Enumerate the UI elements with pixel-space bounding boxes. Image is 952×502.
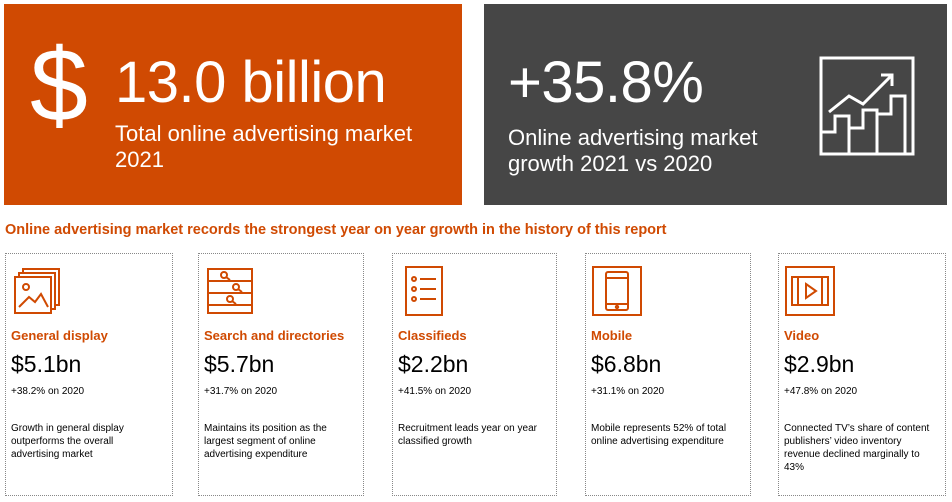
- card-title: Classifieds: [398, 328, 467, 343]
- market-growth-value: +35.8%: [508, 50, 704, 115]
- card-value: $5.7bn: [204, 351, 275, 377]
- search-list-icon: [207, 268, 253, 314]
- card-change: +38.2% on 2020: [11, 386, 85, 397]
- card-value: $6.8bn: [591, 351, 662, 377]
- card-value: $2.9bn: [784, 351, 855, 377]
- video-play-icon: [785, 266, 835, 316]
- card-title: General display: [11, 328, 108, 343]
- image-gallery-icon: [14, 268, 60, 314]
- market-growth-panel: +35.8% Online advertising market growth …: [484, 4, 947, 205]
- card-value: $5.1bn: [11, 351, 82, 377]
- card-description: Connected TV’s share of content publishe…: [784, 423, 930, 473]
- card-change: +41.5% on 2020: [398, 386, 472, 397]
- total-market-value: 13.0 billion: [115, 50, 387, 115]
- card-change: +31.1% on 2020: [591, 386, 665, 397]
- card-description: Growth in general display outperforms th…: [11, 423, 124, 460]
- card-video: Video $2.9bn +47.8% on 2020 Connected TV…: [778, 253, 946, 496]
- card-title: Search and directories: [204, 328, 345, 343]
- card-mobile: Mobile $6.8bn +31.1% on 2020 Mobile repr…: [585, 253, 751, 496]
- card-description: Maintains its position as the largest se…: [204, 423, 327, 460]
- card-general-display: General display $5.1bn +38.2% on 2020 Gr…: [5, 253, 173, 496]
- card-change: +31.7% on 2020: [204, 386, 278, 397]
- headline: Online advertising market records the st…: [5, 222, 667, 238]
- card-value: $2.2bn: [398, 351, 469, 377]
- card-search-directories: Search and directories $5.7bn +31.7% on …: [198, 253, 364, 496]
- total-market-description: Total online advertising market 2021: [115, 121, 413, 172]
- market-growth-description: Online advertising market growth 2021 vs…: [508, 125, 758, 176]
- card-classifieds: Classifieds $2.2bn +41.5% on 2020 Recrui…: [392, 253, 557, 496]
- card-description: Mobile represents 52% of total online ad…: [591, 423, 727, 447]
- checklist-icon: [405, 266, 443, 316]
- card-title: Video: [784, 328, 820, 343]
- total-market-panel: $ 13.0 billion Total online advertising …: [4, 4, 462, 205]
- dollar-symbol: $: [30, 28, 88, 144]
- mobile-phone-icon: [592, 266, 642, 316]
- growth-chart-icon: [819, 56, 915, 156]
- card-title: Mobile: [591, 328, 633, 343]
- card-description: Recruitment leads year on year classifie…: [398, 423, 537, 447]
- card-change: +47.8% on 2020: [784, 386, 858, 397]
